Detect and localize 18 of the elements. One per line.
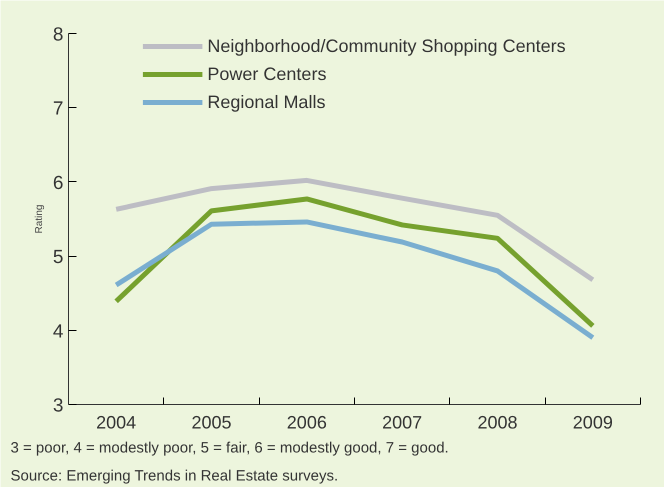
x-tick-label: 2007 <box>382 412 422 432</box>
y-tick-label: 5 <box>52 247 64 268</box>
text: 3 = poor, 4 = modestly poor, 5 = fair, 6 = modestly good, 7 = good. <box>10 440 449 456</box>
x-tick-label: 2009 <box>572 412 613 432</box>
x-tick-label: 2005 <box>191 412 232 432</box>
x-tick-label: 2004 <box>96 412 136 432</box>
source-note: Source: Emerging Trends in Real Estate surveys. <box>10 468 338 484</box>
legend-label: Power Centers <box>207 62 326 86</box>
y-tick-label: 8 <box>52 24 64 46</box>
y-tick-label: 7 <box>52 98 64 120</box>
x-tick-label: 2008 <box>477 412 518 432</box>
y-tick-label: 4 <box>52 321 64 342</box>
y-tick-label: 3 <box>52 396 64 416</box>
legend-label: Neighborhood/Community Shopping Centers <box>207 34 566 58</box>
y-tick-label: 6 <box>52 172 64 194</box>
legend-label: Regional Malls <box>207 90 326 114</box>
x-tick-label: 2006 <box>286 412 327 432</box>
y-axis-title: Rating <box>34 204 45 234</box>
